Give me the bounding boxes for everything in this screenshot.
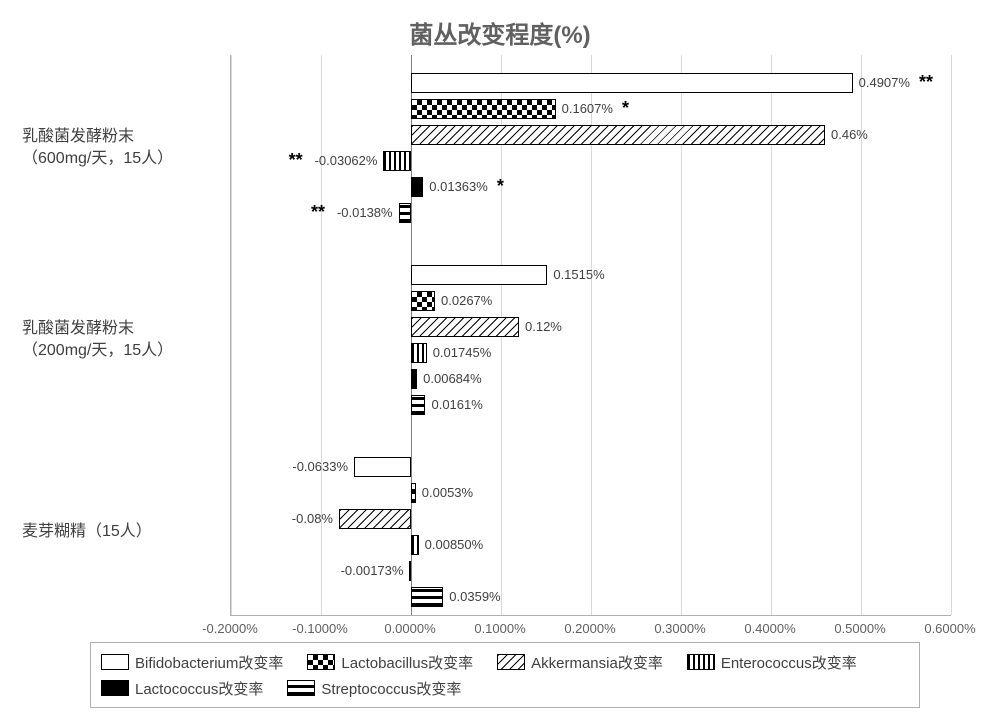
bar-gmalt-akker (339, 509, 411, 529)
group-label-g600: 乳酸菌发酵粉末（600mg/天，15人） (22, 126, 222, 171)
bar-value-label: 0.12% (525, 319, 562, 334)
legend-item-entero: Enterococcus改变率 (687, 652, 857, 673)
x-tick-label: 0.1000% (474, 621, 525, 636)
legend-swatch (101, 680, 129, 696)
x-tick-label: 0.0000% (384, 621, 435, 636)
bar-g200-bifido (411, 265, 547, 285)
x-tick-label: 0.4000% (744, 621, 795, 636)
bar-gmalt-bifido (354, 457, 411, 477)
legend-label: Lactococcus改变率 (135, 678, 263, 699)
bar-g200-lacto_c (411, 369, 417, 389)
bar-g200-akker (411, 317, 519, 337)
bar-value-label: 0.0267% (441, 293, 492, 308)
legend-swatch (687, 654, 715, 670)
legend-item-bifido: Bifidobacterium改变率 (101, 652, 283, 673)
legend-label: Streptococcus改变率 (321, 678, 461, 699)
legend-item-strep: Streptococcus改变率 (287, 678, 461, 699)
x-tick-label: 0.6000% (924, 621, 975, 636)
x-tick-label: 0.2000% (564, 621, 615, 636)
gridline (951, 55, 952, 615)
significance-marker: ** (289, 150, 303, 171)
legend-swatch (101, 654, 129, 670)
bar-value-label: -0.08% (292, 511, 333, 526)
legend-swatch (307, 654, 335, 670)
bar-g600-lacto_b (411, 99, 556, 119)
bar-gmalt-entero (411, 535, 419, 555)
significance-marker: * (622, 98, 629, 119)
bar-value-label: -0.0633% (292, 459, 348, 474)
bar-value-label: -0.0138% (337, 205, 393, 220)
bar-value-label: 0.01363% (429, 179, 488, 194)
legend-label: Akkermansia改变率 (531, 652, 663, 673)
bar-value-label: 0.01745% (433, 345, 492, 360)
legend-item-lacto_b: Lactobacillus改变率 (307, 652, 473, 673)
gridline (231, 55, 232, 615)
bar-value-label: 0.0359% (449, 589, 500, 604)
x-tick-label: -0.2000% (202, 621, 258, 636)
bar-g200-entero (411, 343, 427, 363)
bar-value-label: 0.0053% (422, 485, 473, 500)
legend-swatch (287, 680, 315, 696)
plot-area: 0.4907% ** 0.1607% * 0.46% -0.03062% ** 0.01363… (230, 55, 951, 616)
bar-value-label: 0.1607% (562, 101, 613, 116)
chart-container: 菌丛改变程度(%) 0.4907% ** 0.1607% * 0.46% -0.03062… (0, 0, 1000, 722)
gridline (321, 55, 322, 615)
legend-label: Lactobacillus改变率 (341, 652, 473, 673)
group-label-g200: 乳酸菌发酵粉末（200mg/天，15人） (22, 318, 222, 363)
bar-g600-strep (399, 203, 411, 223)
bar-value-label: 0.4907% (859, 75, 910, 90)
bar-gmalt-strep (411, 587, 443, 607)
bar-gmalt-lacto_c (409, 561, 411, 581)
bar-value-label: -0.03062% (315, 153, 378, 168)
legend-label: Bifidobacterium改变率 (135, 652, 283, 673)
bar-g600-lacto_c (411, 177, 423, 197)
legend-item-lacto_c: Lactococcus改变率 (101, 678, 263, 699)
bar-gmalt-lacto_b (411, 483, 416, 503)
bar-value-label: 0.0161% (431, 397, 482, 412)
bar-value-label: 0.46% (831, 127, 868, 142)
chart-title: 菌丛改变程度(%) (0, 15, 1000, 50)
bar-g200-strep (411, 395, 425, 415)
group-label-gmalt: 麦芽糊精（15人） (22, 521, 222, 543)
x-tick-label: 0.5000% (834, 621, 885, 636)
bar-g600-bifido (411, 73, 853, 93)
legend-label: Enterococcus改变率 (721, 652, 857, 673)
significance-marker: ** (311, 202, 325, 223)
bar-value-label: 0.00850% (425, 537, 484, 552)
legend-item-akker: Akkermansia改变率 (497, 652, 663, 673)
bar-g200-lacto_b (411, 291, 435, 311)
bar-g600-entero (383, 151, 411, 171)
legend-swatch (497, 654, 525, 670)
significance-marker: * (497, 176, 504, 197)
bar-value-label: 0.1515% (553, 267, 604, 282)
bar-g600-akker (411, 125, 825, 145)
legend: Bifidobacterium改变率 Lactobacillus改变率 Akkerm… (90, 642, 920, 708)
bar-value-label: -0.00173% (341, 563, 404, 578)
x-tick-label: 0.3000% (654, 621, 705, 636)
bar-value-label: 0.00684% (423, 371, 482, 386)
significance-marker: ** (919, 72, 933, 93)
x-tick-label: -0.1000% (292, 621, 348, 636)
